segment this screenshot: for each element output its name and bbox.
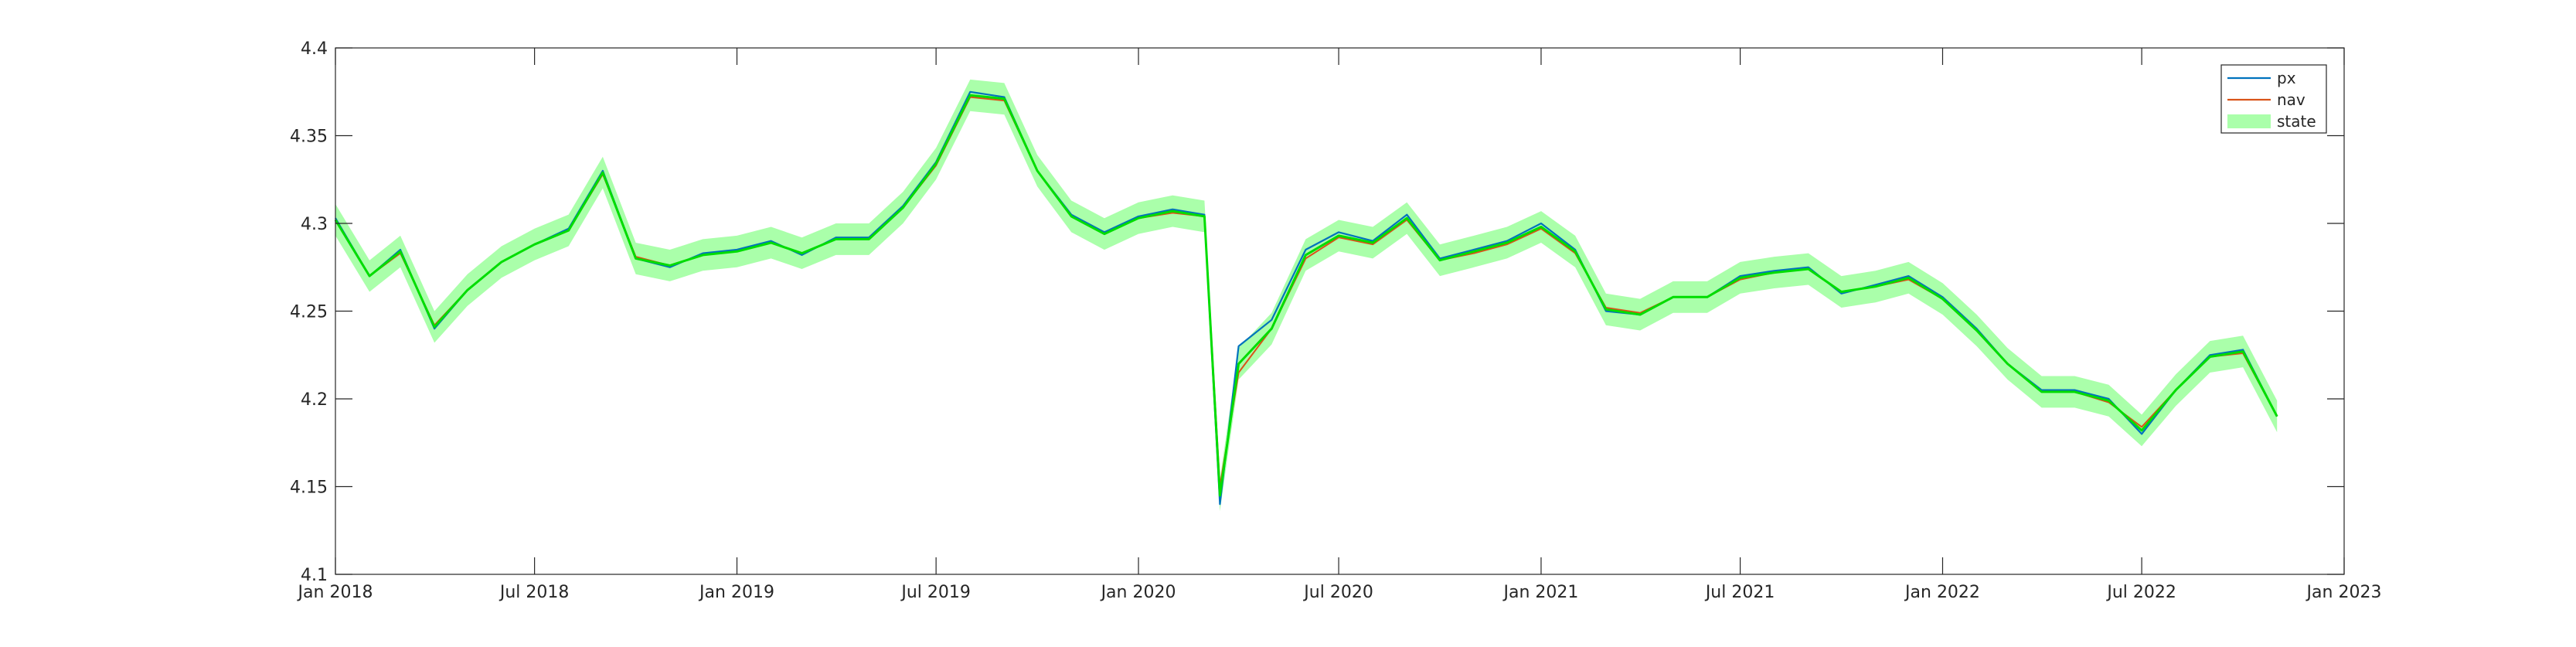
x-tick-label: Jul 2018 [499,583,570,602]
x-tick-label: Jan 2023 [2305,583,2382,602]
legend-label-nav: nav [2277,90,2305,109]
legend-swatch-state [2227,114,2271,128]
y-tick-label: 4.1 [301,566,328,585]
x-tick-label: Jan 2021 [1502,583,1579,602]
y-tick-label: 4.2 [301,390,328,410]
y-tick-label: 4.4 [301,39,328,59]
y-tick-label: 4.25 [290,303,328,322]
state-band [335,79,2278,512]
x-tick-label: Jul 2021 [1704,583,1775,602]
plot-area [335,48,2344,574]
legend-label-px: px [2277,69,2296,87]
x-tick-label: Jul 2020 [1302,583,1373,602]
legend-label-state: state [2277,112,2316,131]
y-tick-label: 4.15 [290,478,328,498]
x-tick-label: Jan 2020 [1100,583,1176,602]
legend: px nav state [2220,64,2327,134]
x-tick-label: Jan 2019 [698,583,774,602]
x-tick-label: Jul 2022 [2105,583,2176,602]
series-line-layer [334,90,2278,506]
x-axis: Jan 2018 Jul 2018 Jan 2019 Jul 2019 Jan 2020… [297,48,2382,602]
x-tick-label: Jul 2019 [900,583,971,602]
y-axis: 4.1 4.15 4.2 4.25 4.3 4.35 4.4 [290,39,2344,585]
x-tick-label: Jan 2018 [297,583,373,602]
x-tick-label: Jan 2022 [1904,583,1980,602]
y-tick-label: 4.35 [290,128,328,147]
state-band-layer [335,79,2278,512]
series-line-px [335,90,2278,506]
series-line-state [334,94,2278,497]
y-tick-label: 4.3 [301,215,328,234]
